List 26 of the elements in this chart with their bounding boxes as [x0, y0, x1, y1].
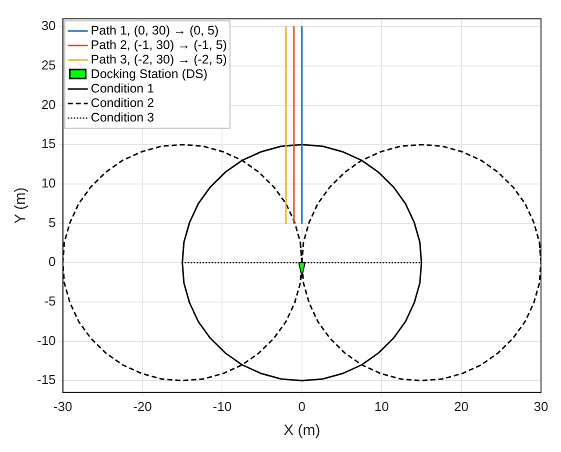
y-tick-label: 30: [41, 18, 56, 34]
y-tick-label: 5: [48, 214, 56, 230]
y-tick-label: 0: [48, 254, 56, 270]
y-tick-label: 20: [41, 96, 56, 112]
y-axis-title: Y (m): [12, 187, 30, 224]
x-tick-label: 0: [298, 398, 306, 414]
y-tick-label: -5: [44, 294, 56, 309]
y-tick-label: 10: [41, 176, 56, 191]
legend-label: Path 2, (-1, 30) → (-1, 5): [90, 38, 227, 52]
legend-label: Condition 2: [90, 96, 154, 110]
x-tick-label: 10: [374, 398, 389, 414]
y-tick-label: -10: [36, 332, 56, 348]
x-tick-label: -10: [212, 398, 232, 414]
x-tick-label: -20: [133, 398, 152, 414]
legend-label: Docking Station (DS): [90, 67, 208, 82]
x-axis-title: X (m): [284, 422, 320, 440]
legend-label: Condition 3: [90, 110, 154, 125]
y-tick-label: 25: [41, 58, 56, 73]
x-tick-label: 20: [454, 398, 469, 414]
x-tick-label: -30: [53, 398, 72, 414]
legend-label: Path 3, (-2, 30) → (-2, 5): [90, 52, 227, 67]
y-tick-label: -15: [36, 372, 56, 388]
y-tick-label: 15: [41, 136, 56, 152]
legend-label: Condition 1: [90, 82, 154, 96]
legend-label: Path 1, (0, 30) → (0, 5): [90, 24, 219, 38]
x-tick-label: 30: [534, 398, 548, 414]
